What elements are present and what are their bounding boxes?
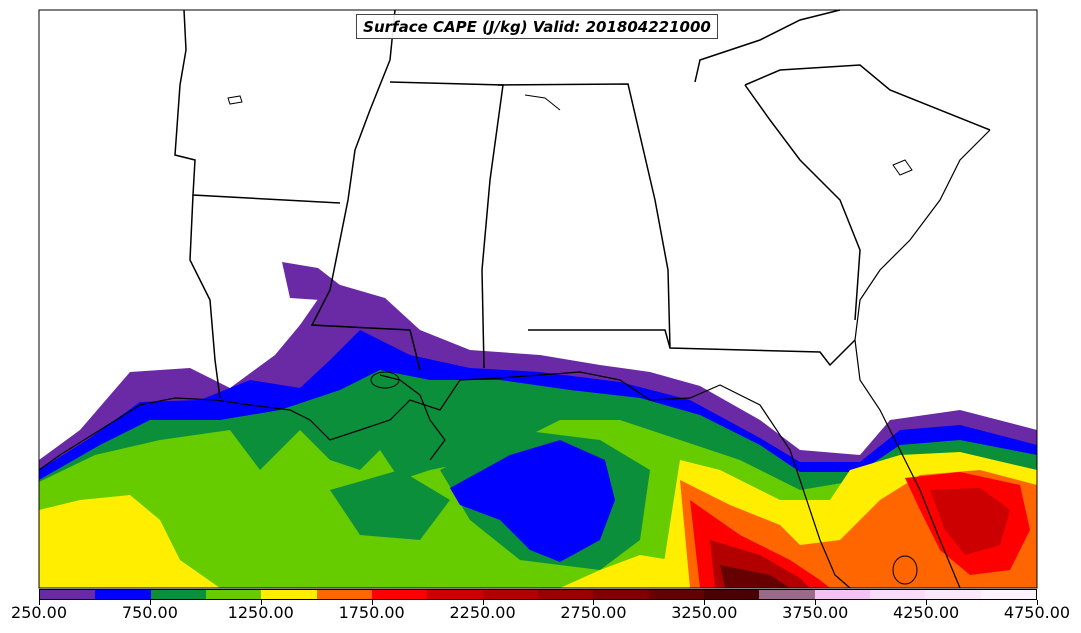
al-ga-border	[497, 83, 671, 349]
colorbar-segment	[371, 590, 428, 599]
lake-pontchartrain	[370, 371, 400, 389]
colorbar-segment	[814, 590, 870, 599]
colorbar-tick	[815, 600, 816, 605]
colorbar-ticks: 250.00 750.00 1250.00 1750.00 2250.00 2750.00…	[0, 600, 1081, 633]
colorbar-tick-label: 250.00	[11, 603, 67, 622]
colorbar-tick	[593, 600, 594, 605]
mississippi-river	[310, 9, 421, 371]
colorbar-tick-label: 1750.00	[338, 603, 405, 622]
colorbar-segment	[40, 590, 96, 599]
louisiana-delta	[379, 374, 446, 461]
cape-250-patch-la	[282, 262, 340, 300]
colorbar-tick	[261, 600, 262, 605]
lake-ms	[227, 95, 243, 105]
nc-sc-border	[744, 64, 991, 131]
colorbar-segment	[593, 590, 649, 599]
state-borders	[174, 9, 991, 399]
colorbar-tick-label: 2750.00	[560, 603, 627, 622]
cape-750-gulf	[450, 440, 615, 562]
colorbar-segment	[482, 590, 538, 599]
colorbar-tick-label: 2250.00	[449, 603, 516, 622]
colorbar-tick	[39, 600, 40, 605]
lake-marion	[892, 159, 913, 176]
cape-2500-fl	[930, 488, 1010, 555]
lakes	[227, 94, 918, 585]
tx-la-border	[189, 194, 221, 399]
colorbar-tick-label: 1250.00	[227, 603, 294, 622]
colorbar-segment	[925, 590, 981, 599]
colorbar-segment	[869, 590, 926, 599]
colorbar-segment	[316, 590, 372, 599]
cape-fill	[39, 262, 1037, 588]
colorbar-segment	[150, 590, 206, 599]
map-title: Surface CAPE (J/kg) Valid: 201804221000	[356, 14, 718, 39]
colorbar	[39, 589, 1037, 600]
cape-1000-inner	[330, 470, 450, 540]
lake-al	[524, 94, 561, 111]
colorbar-segment	[759, 590, 815, 599]
colorbar-segment	[537, 590, 594, 599]
colorbar-segment	[427, 590, 483, 599]
ms-al-border	[389, 81, 504, 369]
map-frame	[38, 9, 1038, 589]
colorbar-tick-label: 4250.00	[893, 603, 960, 622]
colorbar-tick	[704, 600, 705, 605]
colorbar-segment	[261, 590, 317, 599]
colorbar-segment	[95, 590, 151, 599]
colorbar-tick-label: 3750.00	[782, 603, 849, 622]
coastlines	[38, 129, 991, 589]
florida-east-coast	[854, 129, 991, 589]
cape-3000-core	[720, 565, 790, 588]
colorbar-segment	[648, 590, 704, 599]
colorbar-segment	[980, 590, 1036, 599]
colorbar-tick-label: 4750.00	[1003, 603, 1071, 622]
cape-1500-west	[39, 495, 220, 588]
lake-okeechobee	[892, 555, 918, 585]
colorbar-tick	[483, 600, 484, 605]
colorbar-segment	[703, 590, 760, 599]
colorbar-segment	[205, 590, 262, 599]
colorbar-tick-label: 3250.00	[671, 603, 738, 622]
ga-sc-border	[744, 84, 861, 321]
texas-coast	[38, 371, 851, 589]
colorbar-tick	[1037, 600, 1038, 605]
colorbar-tick	[926, 600, 927, 605]
colorbar-tick	[372, 600, 373, 605]
cape-1500-south	[560, 555, 680, 588]
colorbar-tick	[150, 600, 151, 605]
va-nc-border	[694, 9, 841, 83]
al-fl-border	[528, 329, 856, 367]
colorbar-tick-label: 750.00	[121, 603, 178, 622]
